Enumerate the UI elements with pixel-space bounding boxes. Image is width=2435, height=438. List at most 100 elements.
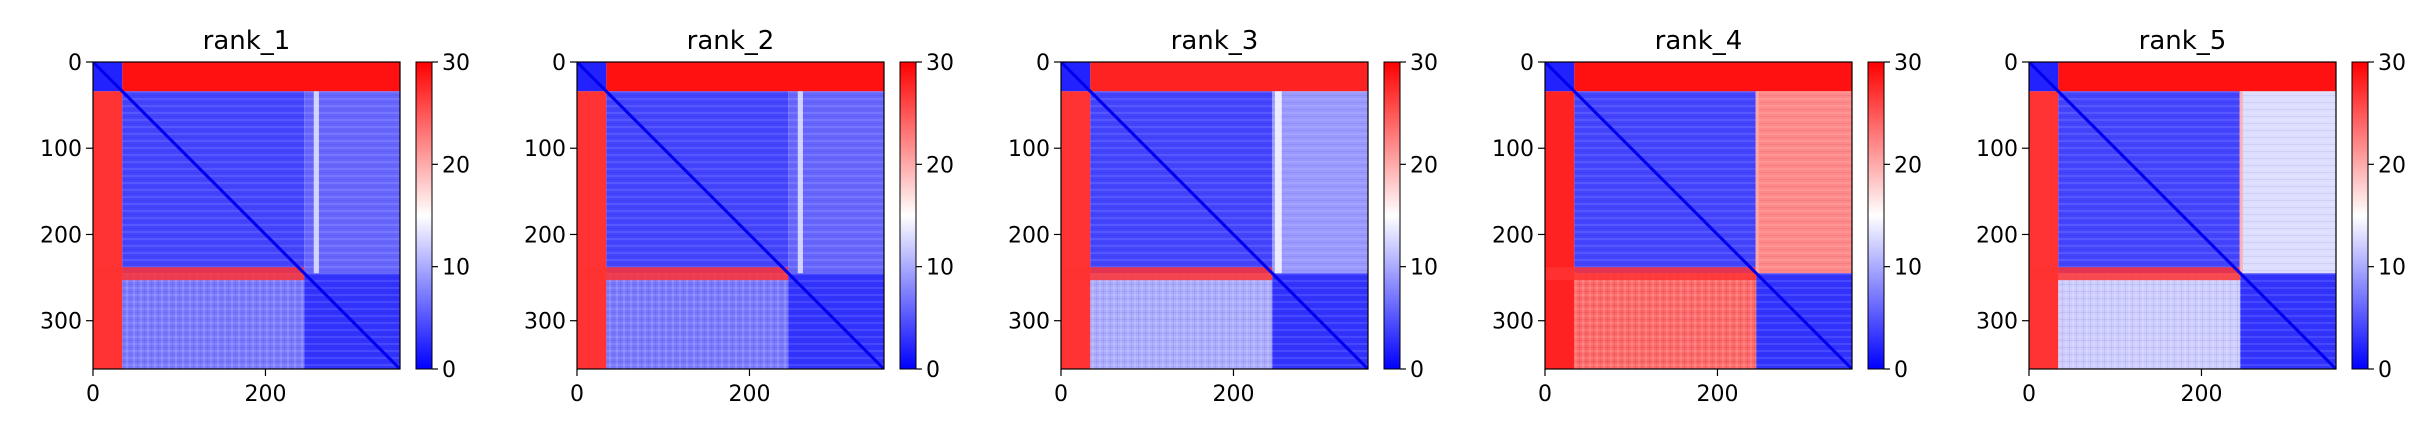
axes-frame	[1544, 61, 1853, 370]
y-tick-label: 200	[1976, 223, 2018, 248]
axes-frame	[1060, 61, 1369, 370]
colorbar-tick-label: 30	[1410, 51, 1438, 76]
x-tick-label: 0	[86, 382, 100, 407]
heatmap-band	[2029, 267, 2241, 281]
colorbar-tick-label: 10	[2378, 256, 2406, 281]
axes-frame	[576, 61, 885, 370]
chart-title: rank_4	[1655, 26, 1743, 56]
x-tick-label: 200	[1696, 382, 1738, 407]
x-tick-label: 0	[1538, 382, 1552, 407]
heatmap-diagonal	[2029, 62, 2336, 369]
heatmap-panel-1: rank_1 0 100 200 300 0 200 0 10 20 30	[40, 26, 470, 407]
x-tick-label: 200	[244, 382, 286, 407]
y-tick-label: 100	[1008, 137, 1050, 162]
y-tick-label: 300	[1492, 310, 1534, 335]
heatmap-band	[93, 267, 305, 281]
x-tick-label: 200	[728, 382, 770, 407]
colorbar-tick-label: 30	[1894, 51, 1922, 76]
colorbar	[1383, 61, 1401, 370]
colorbar	[899, 61, 917, 370]
heatmap-stripe	[2239, 91, 2243, 274]
heatmap-image	[577, 62, 884, 369]
heatmap-panel-4: rank_4 0 100 200 300 0 200 0 10 20 30	[1492, 26, 1922, 407]
axes-frame	[2028, 61, 2337, 370]
colorbar-tick-label: 20	[2378, 153, 2406, 178]
y-tick-label: 100	[40, 137, 82, 162]
y-tick-label: 300	[40, 310, 82, 335]
heatmap-diagonal	[1061, 62, 1368, 369]
colorbar-tick-label: 30	[442, 51, 470, 76]
heatmap-stripe	[1755, 91, 1759, 274]
y-tick-label: 200	[1492, 223, 1534, 248]
heatmap-diagonal	[577, 62, 884, 369]
heatmap-texture-cols	[122, 273, 305, 369]
heatmap-region-2	[606, 62, 884, 92]
chart-title: rank_3	[1171, 26, 1259, 56]
heatmap-region-2	[2058, 62, 2336, 92]
heatmap-panel-5: rank_5 0 100 200 300 0 200 0 10 20 30	[1976, 26, 2406, 407]
colorbar-tick-label: 30	[926, 51, 954, 76]
y-tick-label: 200	[1008, 223, 1050, 248]
y-tick-label: 200	[524, 223, 566, 248]
y-tick-label: 200	[40, 223, 82, 248]
y-tick-label: 0	[68, 51, 82, 76]
colorbar	[2351, 61, 2369, 370]
colorbar-tick-label: 10	[1410, 256, 1438, 281]
y-tick-label: 0	[1520, 51, 1534, 76]
heatmap-image	[1545, 62, 1852, 369]
y-tick-label: 300	[1976, 310, 2018, 335]
colorbar	[1867, 61, 1885, 370]
heatmap-band	[1061, 267, 1273, 281]
x-tick-label: 0	[2022, 382, 2036, 407]
heatmap-image	[2029, 62, 2336, 369]
heatmap-stripe	[313, 91, 319, 274]
colorbar	[415, 61, 433, 370]
x-tick-label: 0	[1054, 382, 1068, 407]
x-tick-label: 200	[1212, 382, 1254, 407]
y-tick-label: 0	[2004, 51, 2018, 76]
y-tick-label: 300	[1008, 310, 1050, 335]
heatmap-region-3	[1545, 91, 1575, 369]
colorbar-tick-label: 20	[1894, 153, 1922, 178]
colorbar-tick-label: 0	[1410, 358, 1424, 383]
axes-frame	[92, 61, 401, 370]
y-tick-label: 100	[1976, 137, 2018, 162]
heatmap-region-3	[2029, 91, 2059, 369]
heatmap-diagonal	[1545, 62, 1852, 369]
heatmap-stripe	[1274, 91, 1282, 274]
heatmap-region-2	[1574, 62, 1852, 92]
heatmap-region-2	[1090, 62, 1368, 92]
heatmap-diagonal	[93, 62, 400, 369]
colorbar-tick-label: 20	[442, 153, 470, 178]
y-tick-label: 100	[1492, 137, 1534, 162]
colorbar-tick-label: 10	[442, 256, 470, 281]
heatmap-region-3	[1061, 91, 1091, 369]
x-tick-label: 0	[570, 382, 584, 407]
colorbar-tick-label: 30	[2378, 51, 2406, 76]
colorbar-tick-label: 0	[2378, 358, 2392, 383]
colorbar-tick-label: 10	[1894, 256, 1922, 281]
heatmap-region-2	[122, 62, 400, 92]
heatmap-panel-2: rank_2 0 100 200 300 0 200 0 10 20 30	[524, 26, 954, 407]
y-tick-label: 0	[1036, 51, 1050, 76]
heatmap-panel-3: rank_3 0 100 200 300 0 200 0 10 20 30	[1008, 26, 1438, 407]
heatmap-texture-cols	[1090, 273, 1273, 369]
heatmap-region-3	[577, 91, 607, 369]
y-tick-label: 0	[552, 51, 566, 76]
colorbar-tick-label: 10	[926, 256, 954, 281]
heatmap-band	[1545, 267, 1757, 281]
heatmap-texture-cols	[606, 273, 789, 369]
heatmap-image	[1061, 62, 1368, 369]
heatmap-texture-cols	[1574, 273, 1757, 369]
heatmap-band	[577, 267, 789, 281]
y-tick-label: 300	[524, 310, 566, 335]
colorbar-tick-label: 0	[442, 358, 456, 383]
chart-title: rank_5	[2139, 26, 2227, 56]
x-tick-label: 200	[2180, 382, 2222, 407]
heatmap-region-3	[93, 91, 123, 369]
colorbar-tick-label: 20	[926, 153, 954, 178]
colorbar-tick-label: 0	[1894, 358, 1908, 383]
heatmap-stripe	[797, 91, 803, 274]
y-tick-label: 100	[524, 137, 566, 162]
heatmap-texture-cols	[2058, 273, 2241, 369]
